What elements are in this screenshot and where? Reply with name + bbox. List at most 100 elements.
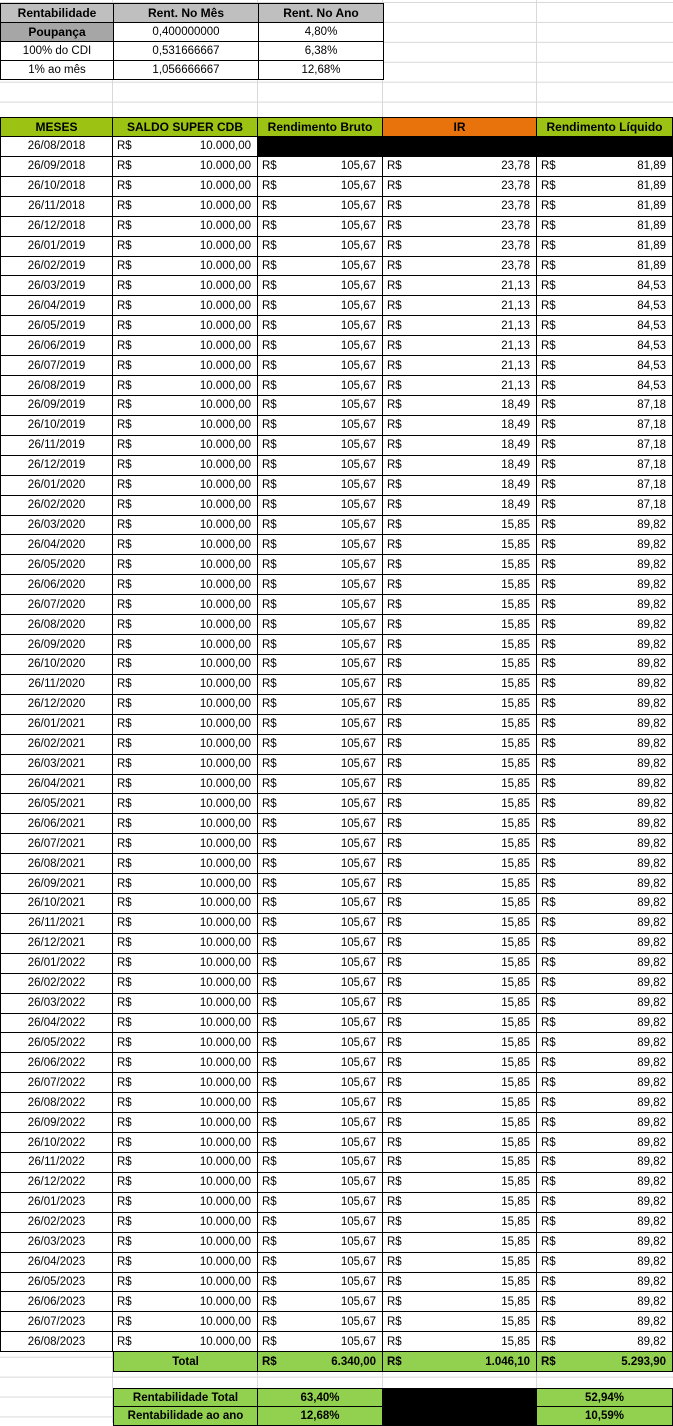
cell-saldo[interactable]: R$ 10.000,00 [113,196,258,217]
cell-ir[interactable]: R$ 15,85 [383,1013,537,1034]
cell-rendimento-liquido[interactable]: R$ 89,82 [537,714,673,735]
cell-rendimento-liquido[interactable]: R$ 89,82 [537,1292,673,1313]
cell-meses[interactable]: 26/03/2022 [0,993,113,1014]
cell-meses[interactable]: 26/12/2022 [0,1172,113,1193]
cell-rendimento-bruto[interactable]: R$ 105,67 [258,1172,383,1193]
cell-rentabilidade-ano-liquido[interactable]: 10,59% [537,1407,673,1426]
header-rent-no-ano[interactable]: Rent. No Ano [259,4,384,23]
cell-total-label[interactable]: Total [113,1352,258,1373]
cell-rendimento-liquido[interactable]: R$ 89,82 [537,1053,673,1074]
cell-rendimento-bruto[interactable]: R$ 105,67 [258,894,383,914]
cell-rendimento-bruto[interactable]: R$ 105,67 [258,814,383,835]
cell-meses[interactable]: 26/01/2019 [0,236,113,257]
cell-meses[interactable]: 26/05/2021 [0,794,113,815]
cell-saldo[interactable]: R$ 10.000,00 [113,933,258,954]
cell-rendimento-liquido[interactable]: R$ 81,89 [537,176,673,197]
cell-ir[interactable]: R$ 15,85 [383,894,537,914]
cell-rendimento-liquido[interactable]: R$ 89,82 [537,734,673,755]
cell-ir[interactable]: R$ 15,85 [383,635,537,655]
cell-rendimento-bruto[interactable]: R$ 105,67 [258,395,383,416]
cell-ir[interactable]: R$ 15,85 [383,1252,537,1273]
header-rendimento-liquido[interactable]: Rendimento Líquido [537,117,673,137]
cell-saldo[interactable]: R$ 10.000,00 [113,734,258,755]
cell-saldo[interactable]: R$ 10.000,00 [113,1212,258,1233]
cell-ir[interactable]: R$ 23,78 [383,176,537,197]
cell-ir[interactable]: R$ 21,13 [383,356,537,377]
cell-meses[interactable]: 26/10/2019 [0,415,113,436]
cell-meses[interactable]: 26/06/2021 [0,814,113,835]
cell-ir[interactable]: R$ 15,85 [383,1212,537,1233]
cell-rendimento-bruto[interactable]: R$ 105,67 [258,1093,383,1114]
cell-ir[interactable]: R$ 15,85 [383,854,537,875]
cell-rentabilidade-ano-bruto[interactable]: 12,68% [258,1407,383,1426]
cell-meses[interactable]: 26/03/2021 [0,754,113,775]
cell-poupanca-mes[interactable]: 0,400000000 [114,23,259,42]
cell-saldo[interactable]: R$ 10.000,00 [113,435,258,456]
cell-saldo[interactable]: R$ 10.000,00 [113,535,258,556]
cell-saldo[interactable]: R$ 10.000,00 [113,595,258,616]
cell-poupanca-ano[interactable]: 4,80% [259,23,384,42]
cell-rendimento-liquido[interactable]: R$ 84,53 [537,296,673,317]
cell-rendimento-bruto[interactable]: R$ 105,67 [258,654,383,675]
cell-saldo[interactable]: R$ 10.000,00 [113,1013,258,1034]
cell-rendimento-bruto[interactable]: R$ 105,67 [258,1133,383,1154]
cell-rendimento-bruto[interactable]: R$ 105,67 [258,415,383,436]
cell-empty[interactable] [0,1407,113,1426]
cell-saldo[interactable]: R$ 10.000,00 [113,555,258,576]
cell-rendimento-liquido[interactable]: R$ 81,89 [537,256,673,277]
cell-total-bruto[interactable]: R$ 6.340,00 [258,1352,383,1373]
cell-rendimento-bruto[interactable]: R$ 105,67 [258,256,383,277]
cell-meses[interactable]: 26/04/2022 [0,1013,113,1034]
cell-rendimento-liquido[interactable]: R$ 89,82 [537,1232,673,1253]
cell-rendimento-bruto[interactable]: R$ 105,67 [258,216,383,237]
cell-saldo[interactable]: R$ 10.000,00 [113,714,258,735]
cell-rendimento-bruto[interactable]: R$ 105,67 [258,495,383,516]
cell-rendimento-bruto[interactable]: R$ 105,67 [258,973,383,994]
cell-rendimento-liquido[interactable]: R$ 89,82 [537,1252,673,1273]
header-ir[interactable]: IR [383,117,537,137]
cell-ir[interactable]: R$ 15,85 [383,774,537,795]
cell-empty[interactable] [0,1388,113,1407]
cell-saldo[interactable]: R$ 10.000,00 [113,1153,258,1173]
cell-rendimento-liquido[interactable]: R$ 87,18 [537,395,673,416]
cell-ir[interactable]: R$ 15,85 [383,555,537,576]
cell-meses[interactable]: 26/07/2019 [0,356,113,377]
cell-rendimento-liquido[interactable]: R$ 89,82 [537,654,673,675]
cell-meses[interactable]: 26/01/2021 [0,714,113,735]
cell-rendimento-bruto[interactable]: R$ 105,67 [258,156,383,177]
cell-rendimento-liquido[interactable]: R$ 84,53 [537,316,673,337]
cell-rendimento-liquido[interactable]: R$ 81,89 [537,156,673,177]
cell-rendimento-bruto[interactable]: R$ 105,67 [258,575,383,596]
cell-ir[interactable]: R$ 15,85 [383,933,537,954]
cell-ir[interactable]: R$ 15,85 [383,515,537,536]
cell-meses[interactable]: 26/10/2022 [0,1133,113,1154]
cell-cdi-label[interactable]: 100% do CDI [1,42,114,61]
cell-ir[interactable]: R$ 18,49 [383,435,537,456]
cell-rendimento-liquido[interactable]: R$ 89,82 [537,575,673,596]
cell-meses[interactable]: 26/08/2018 [0,137,113,157]
cell-ir[interactable]: R$ 15,85 [383,754,537,775]
cell-ir[interactable]: R$ 21,13 [383,376,537,396]
cell-meses[interactable]: 26/12/2020 [0,694,113,715]
header-meses[interactable]: MESES [0,117,113,137]
cell-saldo[interactable]: R$ 10.000,00 [113,395,258,416]
cell-meses[interactable]: 26/09/2019 [0,395,113,416]
cell-saldo[interactable]: R$ 10.000,00 [113,694,258,715]
cell-ir[interactable]: R$ 15,85 [383,1053,537,1074]
cell-rendimento-liquido[interactable]: R$ 89,82 [537,894,673,914]
cell-meses[interactable]: 26/08/2023 [0,1332,113,1353]
cell-rendimento-liquido[interactable]: R$ 89,82 [537,913,673,934]
cell-rendimento-bruto[interactable]: R$ 105,67 [258,1252,383,1273]
cell-rendimento-liquido[interactable]: R$ 89,82 [537,1113,673,1134]
cell-ir[interactable]: R$ 15,85 [383,993,537,1014]
cell-ir[interactable]: R$ 15,85 [383,1172,537,1193]
cell-saldo[interactable]: R$ 10.000,00 [113,415,258,436]
cell-meses[interactable]: 26/05/2019 [0,316,113,337]
cell-saldo[interactable]: R$ 10.000,00 [113,794,258,815]
cell-rendimento-liquido[interactable]: R$ 89,82 [537,1192,673,1213]
cell-rendimento-liquido[interactable]: R$ 89,82 [537,1153,673,1173]
cell-1pct-mes[interactable]: 1,056666667 [114,61,259,80]
cell-meses[interactable]: 26/06/2019 [0,336,113,357]
cell-rendimento-bruto[interactable]: R$ 105,67 [258,774,383,795]
cell-rendimento-liquido[interactable]: R$ 89,82 [537,1013,673,1034]
